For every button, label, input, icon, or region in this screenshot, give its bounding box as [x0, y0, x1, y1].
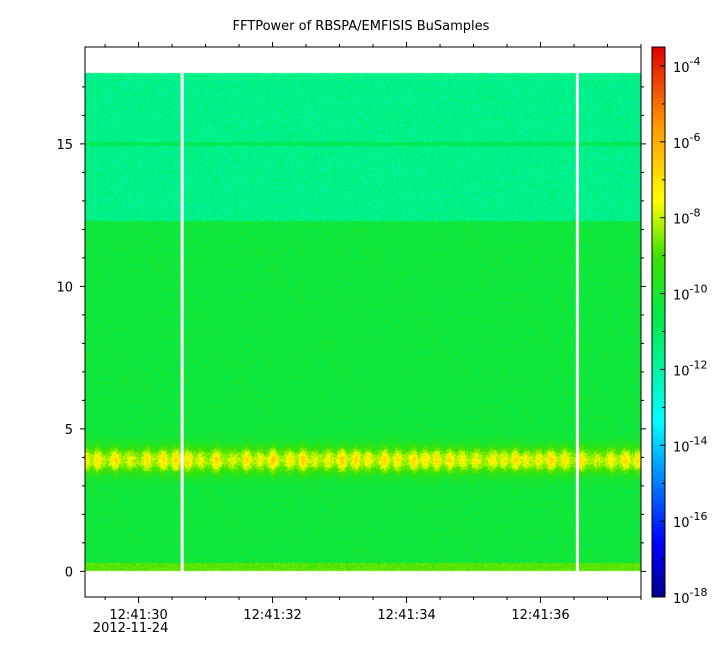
plot-area: [85, 47, 641, 597]
colorbar: 10-4 10-6 10-8 10-10 10-12 10-14 10-16 10-18: [651, 46, 708, 607]
x-tick-label: 12:41:32: [243, 608, 301, 623]
colorbar-tick-label: 10-14: [673, 434, 708, 455]
y-tick-label: 0: [65, 565, 73, 580]
x-tick-label: 12:41:36: [511, 608, 569, 623]
x-tick-label: 12:41:34: [377, 608, 435, 623]
x-tick-date-label: 2012-11-24: [93, 621, 169, 636]
colorbar-tick-label: 10-16: [673, 510, 708, 531]
colorbar-gradient: [651, 46, 666, 598]
chart-title: FFTPower of RBSPA/EMFISIS BuSamples: [233, 19, 490, 34]
data-gap-stripe: [180, 72, 184, 572]
colorbar-tick-label: 10-6: [673, 131, 701, 152]
colorbar-tick-label: 10-4: [673, 55, 701, 76]
plot-frame: [84, 46, 642, 598]
y-tick-label: 10: [56, 280, 73, 295]
spectrogram-image: [85, 47, 641, 597]
colorbar-tick-label: 10-10: [673, 283, 708, 304]
data-gap-stripe: [575, 72, 579, 572]
x-tick-label: 12:41:30: [109, 608, 167, 623]
colorbar-tick-label: 10-18: [673, 586, 708, 607]
colorbar-tick-label: 10-8: [673, 207, 701, 228]
y-tick-label: 15: [56, 138, 73, 153]
colorbar-tick-label: 10-12: [673, 358, 708, 379]
y-tick-label: 5: [65, 423, 73, 438]
